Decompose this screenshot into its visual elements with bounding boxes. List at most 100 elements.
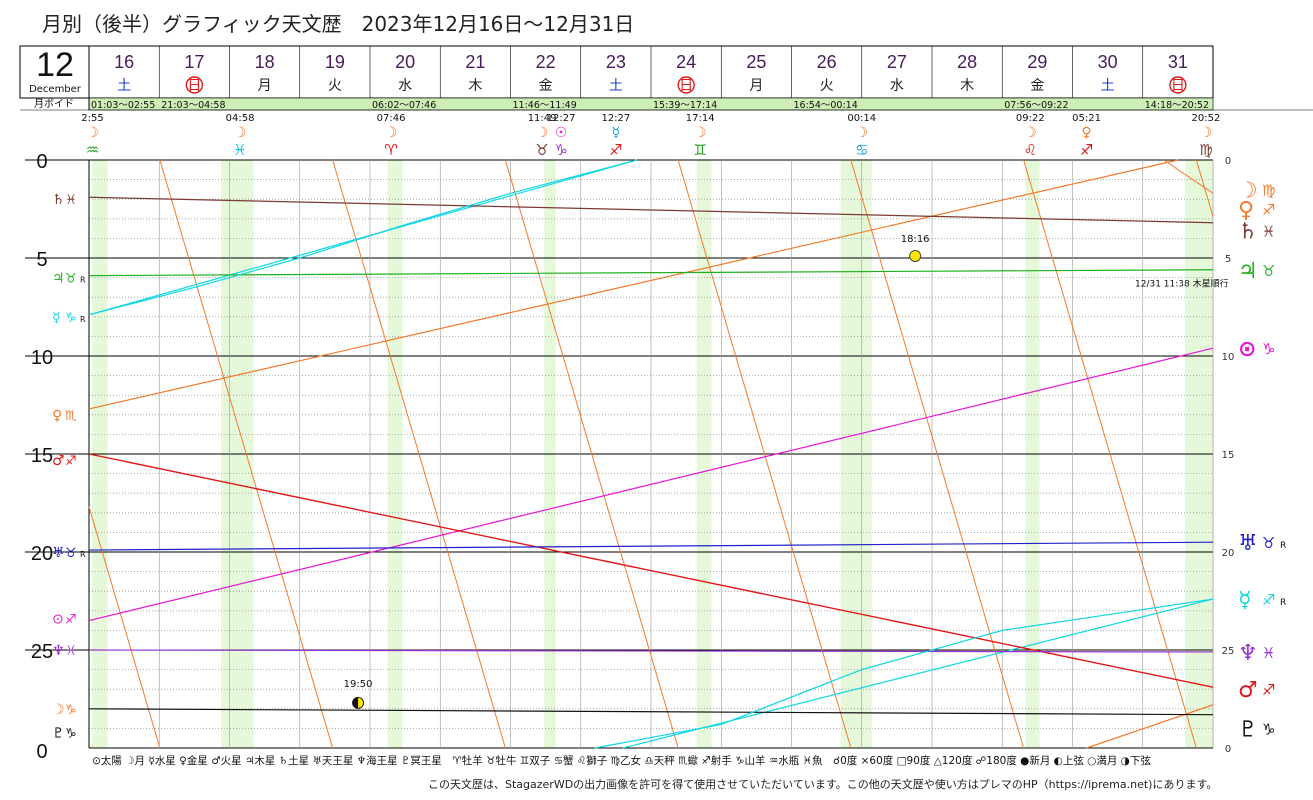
left-sign-icon: ♏ [65,409,77,424]
weekday-label: 月 [749,78,763,94]
day-number: 22 [536,52,556,72]
day-number: 21 [465,52,485,72]
y-tick-label: 15 [31,445,53,467]
weekday-label: 土 [117,78,131,94]
full-moon-icon [909,250,922,263]
venus-line [88,159,1179,410]
weekday-label: 木 [468,78,482,94]
y-tick-label-right: 15 [1222,450,1235,461]
credit-text: この天文歴は、StagazerWDの出力画像を許可を得て使用させていただいていま… [428,778,1218,791]
day-number: 27 [887,52,907,72]
moon-line [850,159,1025,749]
void-time: 15:39～17:14 [653,100,717,111]
void-time: 16:54～00:14 [794,100,858,111]
ingress-sign-icon: ♐ [609,141,622,159]
right-sign-icon: ♉ [1262,262,1275,280]
left-sign-icon: ♑ [65,703,77,718]
ingress-time: 17:14 [686,113,715,124]
moon-line [504,159,679,749]
right-sign-icon: ♉ [1262,534,1275,552]
mercury-line [594,598,1214,749]
holiday-circle [185,76,204,94]
weekday-label: 日 [679,78,693,94]
moon-line [332,159,506,749]
day-number: 19 [325,52,345,72]
ingress-time: 00:14 [847,113,876,124]
ingress-time: 11:49 [528,113,557,124]
right-planet-icon: ♇ [1238,717,1258,742]
holiday-circle [677,76,695,94]
ingress-planet-icon: ☽ [385,125,398,141]
ingress-sign-icon: ♓ [233,141,246,159]
y-tick-label-right: 10 [1222,352,1235,363]
y-tick-label: 20 [31,543,53,565]
ingress-planet-icon: ♀ [1081,125,1091,141]
day-number: 26 [817,52,837,72]
day-number: 24 [676,52,696,72]
ingress-sign-icon: ♊ [693,141,706,159]
left-planet-icon: ☿ [52,310,61,326]
ingress-planet-icon: ☽ [1024,125,1037,141]
day-number: 18 [255,52,275,72]
right-sign-icon: ♑ [1262,720,1275,738]
ingress-time: 09:22 [1016,113,1045,124]
weekday-label: 水 [398,78,412,94]
weekday-label: 金 [1030,78,1044,94]
weekday-label: 土 [1101,78,1115,94]
retrograde-mark: R [80,315,86,324]
first-quarter-shade [352,697,359,709]
left-planet-icon: ⊙ [52,612,64,628]
ingress-planet-icon: ☽ [86,125,99,141]
weekday-label: 月 [258,78,272,94]
y-tick-label: 10 [31,347,53,369]
y-tick-label-right: 0 [1225,744,1231,755]
moon-line [1023,159,1197,749]
left-sign-icon: ♉ [65,546,77,561]
left-sign-icon: ♐ [65,454,77,469]
page-title: 月別（後半）グラフィック天文歴 2023年12月16日～12月31日 [42,12,635,36]
ingress-sign-icon: ♌ [1024,141,1037,159]
moon-phase-time: 19:50 [344,679,373,690]
ingress-sign-icon: ♐ [1080,141,1093,159]
right-sign-icon: ♓ [1262,644,1275,662]
side-labels: ♄ ♓♃ ♉ R☿ ♑ R♀ ♏♂ ♐♅ ♉ R⊙ ♐♆ ♓☽ ♑♇ ♑☽ ♍♀ ♐♄ ♓♃ ♉⊙ ♑♅ ♉ R☿ ♐ R♆… [52,178,1286,742]
mercury-line [622,598,1214,749]
weekday-label: 火 [328,78,342,94]
left-planet-icon: ♀ [52,408,62,424]
header-box [19,45,1214,99]
sun-line [88,347,1214,622]
mercury-line [88,159,638,316]
left-planet-icon: ♂ [52,453,65,469]
right-planet-icon: ♄ [1238,220,1258,245]
left-sign-icon: ♓ [65,644,77,659]
month-number: 12 [36,46,74,84]
day-number: 31 [1168,52,1188,72]
weekday-label: 日 [187,78,201,94]
grid-lines: 0 0 5 5 10 10 15 15 20 20 25 25 0 0 [25,151,1234,763]
ingress-planet-icon: ☽ [694,125,707,141]
ingress-sign-icon: ♍ [1199,141,1212,159]
day-number: 16 [114,52,134,72]
ingress-planet-icon: ☽ [855,125,868,141]
ingress-sign-icon: ♒ [86,141,99,159]
moon-line [1163,159,1214,194]
mars-line [88,453,1214,688]
right-sign-icon: ♐ [1262,591,1275,609]
void-time: 11:46～11:49 [513,100,577,111]
day-number: 23 [606,52,626,72]
right-planet-icon: ♆ [1238,641,1258,666]
weekday-label: 金 [539,78,553,94]
retrograde-mark: R [1280,598,1286,608]
ingress-sign-icon: ♑ [554,141,567,159]
void-time: 06:02～07:46 [372,100,436,111]
weekday-label: 木 [960,78,974,94]
right-sign-icon: ♍ [1262,181,1275,199]
left-planet-icon: ♅ [52,545,65,561]
left-planet-icon: ♇ [52,725,65,741]
right-planet-icon: ⊙ [1238,337,1256,362]
weekday-label: 火 [820,78,834,94]
ingress-time: 12:27 [601,113,630,124]
legend: ⊙太陽 ☽月 ☿水星 ♀金星 ♂火星 ♃木星 ♄土星 ♅天王星 ♆海王星 ♇冥王… [89,750,1213,768]
holiday-circle [1169,76,1187,94]
pluto-line [88,708,1214,716]
